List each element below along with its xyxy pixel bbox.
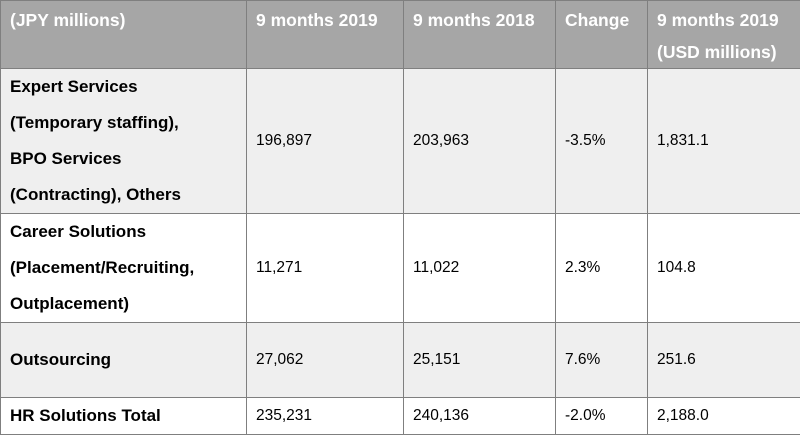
cell-change: 2.3%: [555, 213, 648, 323]
cell-9m-2019-usd: 2,188.0: [647, 397, 800, 435]
cell-9m-2019-usd: 1,831.1: [647, 68, 800, 214]
table-row: Career Solutions (Placement/Recruiting, …: [0, 213, 800, 323]
row-label-career-solutions: Career Solutions (Placement/Recruiting, …: [0, 213, 247, 323]
cell-9m-2019: 196,897: [246, 68, 404, 214]
table-body: Expert Services (Temporary staffing), BP…: [0, 68, 800, 435]
cell-9m-2018: 11,022: [403, 213, 556, 323]
table-header: (JPY millions) 9 months 2019 9 months 20…: [0, 0, 800, 69]
header-line: 9 months 2018: [413, 10, 535, 30]
cell-9m-2018: 203,963: [403, 68, 556, 214]
table-row: Expert Services (Temporary staffing), BP…: [0, 68, 800, 214]
row-label-line: BPO Services: [10, 149, 122, 168]
row-label-expert-services: Expert Services (Temporary staffing), BP…: [0, 68, 247, 214]
row-label-line: Outsourcing: [10, 350, 112, 369]
cell-9m-2019-usd: 104.8: [647, 213, 800, 323]
header-line: (JPY millions): [10, 10, 126, 30]
row-label-line: (Temporary staffing),: [10, 113, 179, 132]
cell-9m-2018: 25,151: [403, 322, 556, 398]
row-label-line: Career Solutions: [10, 222, 147, 241]
row-label-outsourcing: Outsourcing: [0, 322, 247, 398]
header-row: (JPY millions) 9 months 2019 9 months 20…: [0, 0, 800, 69]
cell-change: -2.0%: [555, 397, 648, 435]
cell-9m-2019: 27,062: [246, 322, 404, 398]
row-label-line: Expert Services: [10, 77, 138, 96]
header-line: Change: [565, 10, 630, 30]
cell-9m-2019-usd: 251.6: [647, 322, 800, 398]
row-label-line: (Contracting), Others: [10, 185, 181, 204]
cell-change: -3.5%: [555, 68, 648, 214]
table-row: Outsourcing 27,062 25,151 7.6% 251.6: [0, 322, 800, 398]
row-label-line: Outplacement): [10, 294, 130, 313]
row-label-line: (Placement/Recruiting,: [10, 258, 195, 277]
header-line: 9 months 2019: [256, 10, 378, 30]
cell-9m-2019: 11,271: [246, 213, 404, 323]
cell-9m-2019: 235,231: [246, 397, 404, 435]
header-line: (USD millions): [657, 42, 777, 62]
header-line: 9 months 2019: [657, 10, 779, 30]
header-unit: (JPY millions): [0, 0, 247, 69]
header-change: Change: [555, 0, 648, 69]
header-9m-2019: 9 months 2019: [246, 0, 404, 69]
row-label-line: HR Solutions Total: [10, 406, 161, 425]
cell-9m-2018: 240,136: [403, 397, 556, 435]
header-9m-2019-usd: 9 months 2019 (USD millions): [647, 0, 800, 69]
table-row: HR Solutions Total 235,231 240,136 -2.0%…: [0, 397, 800, 435]
row-label-hr-solutions-total: HR Solutions Total: [0, 397, 247, 435]
cell-change: 7.6%: [555, 322, 648, 398]
header-9m-2018: 9 months 2018: [403, 0, 556, 69]
